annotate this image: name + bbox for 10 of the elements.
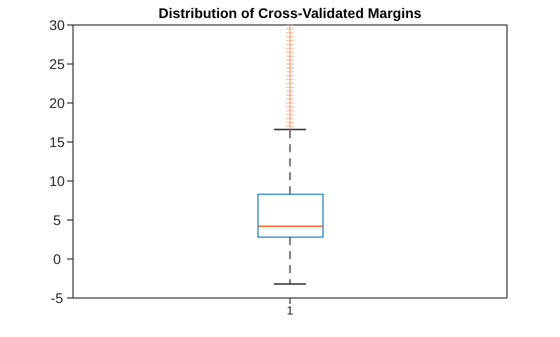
y-tick-label: 15 — [49, 134, 65, 150]
y-tick-label: 10 — [49, 172, 65, 189]
chart-title: Distribution of Cross-Validated Margins — [158, 5, 422, 21]
y-tick-label: 20 — [49, 94, 65, 111]
x-tick-label: 1 — [286, 304, 294, 318]
y-tick-label: 0 — [53, 250, 62, 267]
y-tick-label: -5 — [50, 290, 64, 306]
y-tick-label: 5 — [53, 212, 62, 228]
y-tick-label: 30 — [49, 16, 65, 33]
y-tick-label: 25 — [49, 56, 65, 72]
